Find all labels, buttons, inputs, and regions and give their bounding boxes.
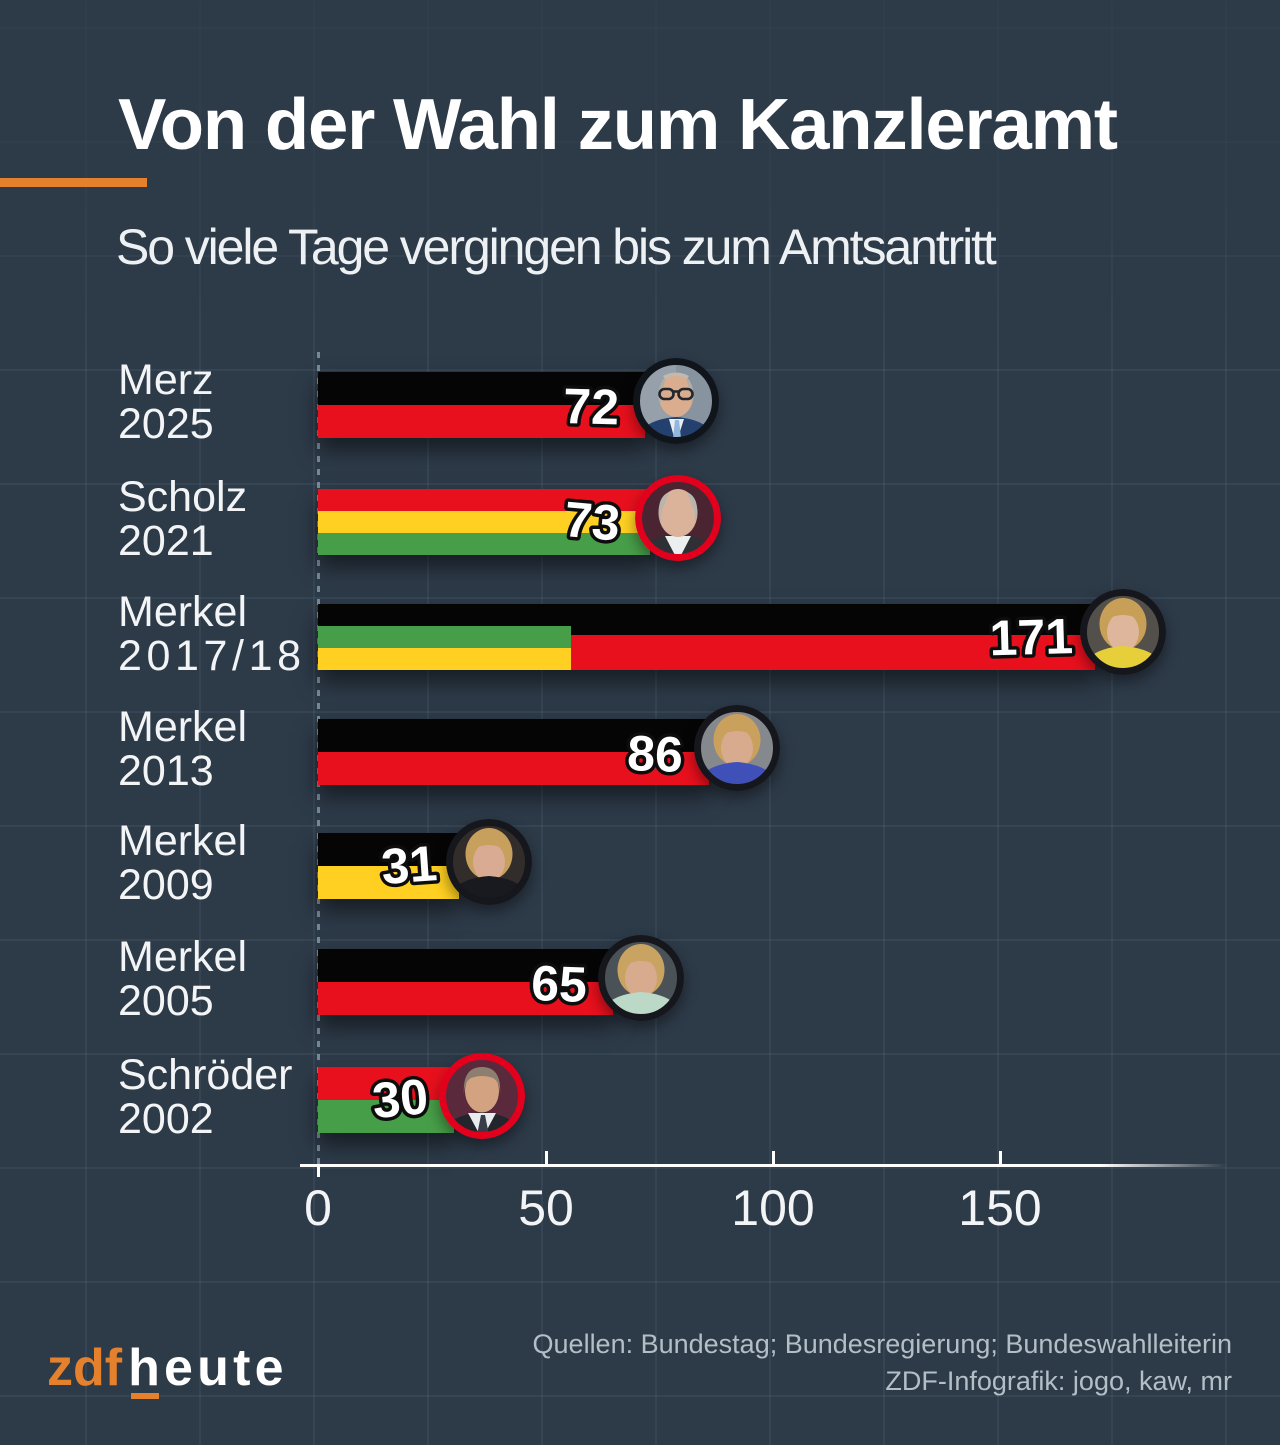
svg-text:171: 171 [989,608,1074,666]
svg-text:65: 65 [530,955,588,1013]
svg-text:73: 73 [562,491,622,552]
svg-text:72: 72 [563,378,620,435]
svg-text:31: 31 [379,835,438,895]
svg-text:30: 30 [370,1068,430,1129]
svg-text:86: 86 [626,725,684,783]
